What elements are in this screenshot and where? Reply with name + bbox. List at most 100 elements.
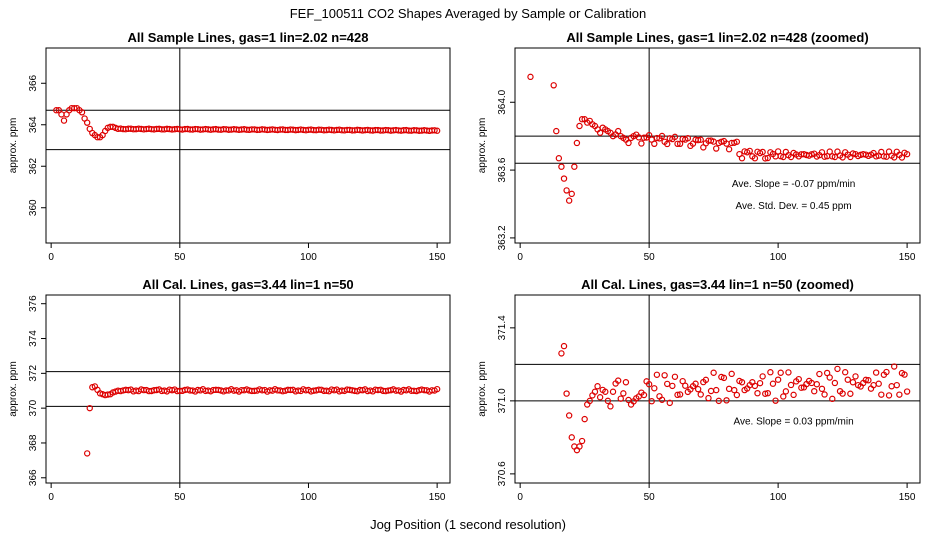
data-point bbox=[847, 390, 854, 397]
data-point bbox=[733, 138, 741, 145]
data-point bbox=[767, 369, 774, 376]
data-point bbox=[604, 397, 612, 405]
x-tick-label: 100 bbox=[300, 492, 317, 503]
data-point bbox=[658, 396, 666, 403]
x-tick-label: 100 bbox=[770, 492, 787, 503]
data-point bbox=[762, 155, 769, 162]
data-point bbox=[692, 380, 699, 387]
y-axis-label: approx. ppm bbox=[8, 118, 19, 174]
y-tick-label: 374 bbox=[28, 330, 39, 347]
panel-2: All Sample Lines, gas=1 lin=2.02 n=428 (… bbox=[477, 30, 921, 263]
x-tick-label: 100 bbox=[300, 252, 317, 263]
figure-title: FEF_100511 CO2 Shapes Averaged by Sample… bbox=[290, 6, 647, 21]
data-point bbox=[591, 388, 599, 395]
plot-frame bbox=[514, 294, 921, 484]
x-tick-label: 0 bbox=[517, 252, 523, 263]
data-point bbox=[790, 391, 797, 399]
data-point bbox=[431, 127, 438, 134]
data-point bbox=[697, 391, 704, 398]
data-point bbox=[594, 383, 601, 390]
data-point bbox=[653, 134, 661, 142]
data-point bbox=[725, 146, 733, 153]
data-point bbox=[648, 398, 655, 405]
data-point bbox=[576, 122, 583, 130]
data-point bbox=[581, 415, 588, 423]
data-point bbox=[433, 127, 441, 134]
annotation-text: Ave. Slope = 0.03 ppm/min bbox=[734, 417, 854, 428]
y-tick-label: 371.4 bbox=[497, 315, 508, 340]
data-point bbox=[578, 116, 586, 123]
data-point bbox=[728, 370, 735, 378]
y-tick-label: 370 bbox=[28, 399, 39, 416]
data-point bbox=[620, 390, 627, 397]
y-tick-label: 362 bbox=[28, 157, 39, 174]
data-point bbox=[682, 382, 689, 389]
data-point bbox=[609, 388, 617, 395]
data-point bbox=[104, 391, 111, 398]
data-point bbox=[676, 140, 684, 148]
data-point bbox=[674, 391, 681, 399]
data-point bbox=[872, 153, 880, 160]
data-point bbox=[578, 437, 586, 445]
y-tick-label: 364.0 bbox=[497, 89, 508, 114]
y-axis-label: approx. ppm bbox=[477, 118, 488, 174]
data-point bbox=[785, 369, 792, 376]
data-point bbox=[607, 403, 614, 410]
data-point bbox=[640, 391, 648, 399]
data-point bbox=[821, 391, 828, 398]
data-point bbox=[834, 365, 841, 373]
data-point bbox=[568, 190, 575, 198]
data-point bbox=[527, 73, 534, 81]
data-point bbox=[751, 155, 759, 162]
y-tick-label: 366 bbox=[28, 469, 39, 486]
data-point bbox=[893, 381, 900, 389]
data-point bbox=[697, 136, 704, 143]
data-point bbox=[787, 381, 795, 389]
data-point bbox=[676, 391, 684, 398]
data-point bbox=[694, 385, 702, 393]
data-point bbox=[596, 129, 604, 136]
data-point bbox=[896, 391, 903, 398]
data-point bbox=[774, 376, 782, 383]
annotation-text: Ave. Std. Dev. = 0.45 ppm bbox=[736, 201, 852, 212]
y-tick-label: 376 bbox=[28, 295, 39, 312]
data-point bbox=[849, 150, 857, 157]
x-tick-label: 150 bbox=[899, 252, 916, 263]
plot-frame bbox=[45, 294, 451, 484]
data-point bbox=[558, 163, 565, 170]
data-point bbox=[746, 147, 753, 155]
data-series bbox=[527, 73, 911, 204]
data-point bbox=[901, 371, 908, 378]
data-point bbox=[713, 145, 720, 152]
data-point bbox=[663, 380, 671, 388]
data-point bbox=[560, 342, 568, 350]
panels: All Sample Lines, gas=1 lin=2.02 n=428 0 5… bbox=[8, 30, 921, 503]
y-tick-label: 364 bbox=[28, 116, 39, 133]
y-tick-label: 368 bbox=[28, 434, 39, 451]
data-point bbox=[669, 382, 676, 390]
data-point bbox=[880, 153, 888, 160]
data-point bbox=[702, 376, 710, 384]
data-point bbox=[829, 153, 836, 160]
data-point bbox=[780, 393, 787, 400]
data-point bbox=[663, 140, 671, 148]
data-point bbox=[576, 443, 583, 450]
data-point bbox=[891, 363, 898, 370]
x-tick-label: 150 bbox=[429, 492, 446, 503]
data-point bbox=[738, 379, 746, 386]
data-point bbox=[862, 376, 870, 384]
panel-3: All Cal. Lines, gas=3.44 lin=1 n=50 0 50 10… bbox=[8, 277, 451, 503]
x-tick-label: 0 bbox=[517, 492, 523, 503]
data-point bbox=[71, 104, 78, 112]
data-point bbox=[818, 385, 826, 393]
data-point bbox=[823, 369, 831, 377]
data-point bbox=[898, 154, 906, 161]
data-point bbox=[550, 82, 557, 89]
data-point bbox=[602, 388, 609, 395]
data-point bbox=[651, 140, 658, 148]
data-point bbox=[653, 371, 661, 378]
data-point bbox=[684, 135, 692, 142]
data-point bbox=[94, 134, 101, 141]
data-point bbox=[782, 388, 790, 395]
